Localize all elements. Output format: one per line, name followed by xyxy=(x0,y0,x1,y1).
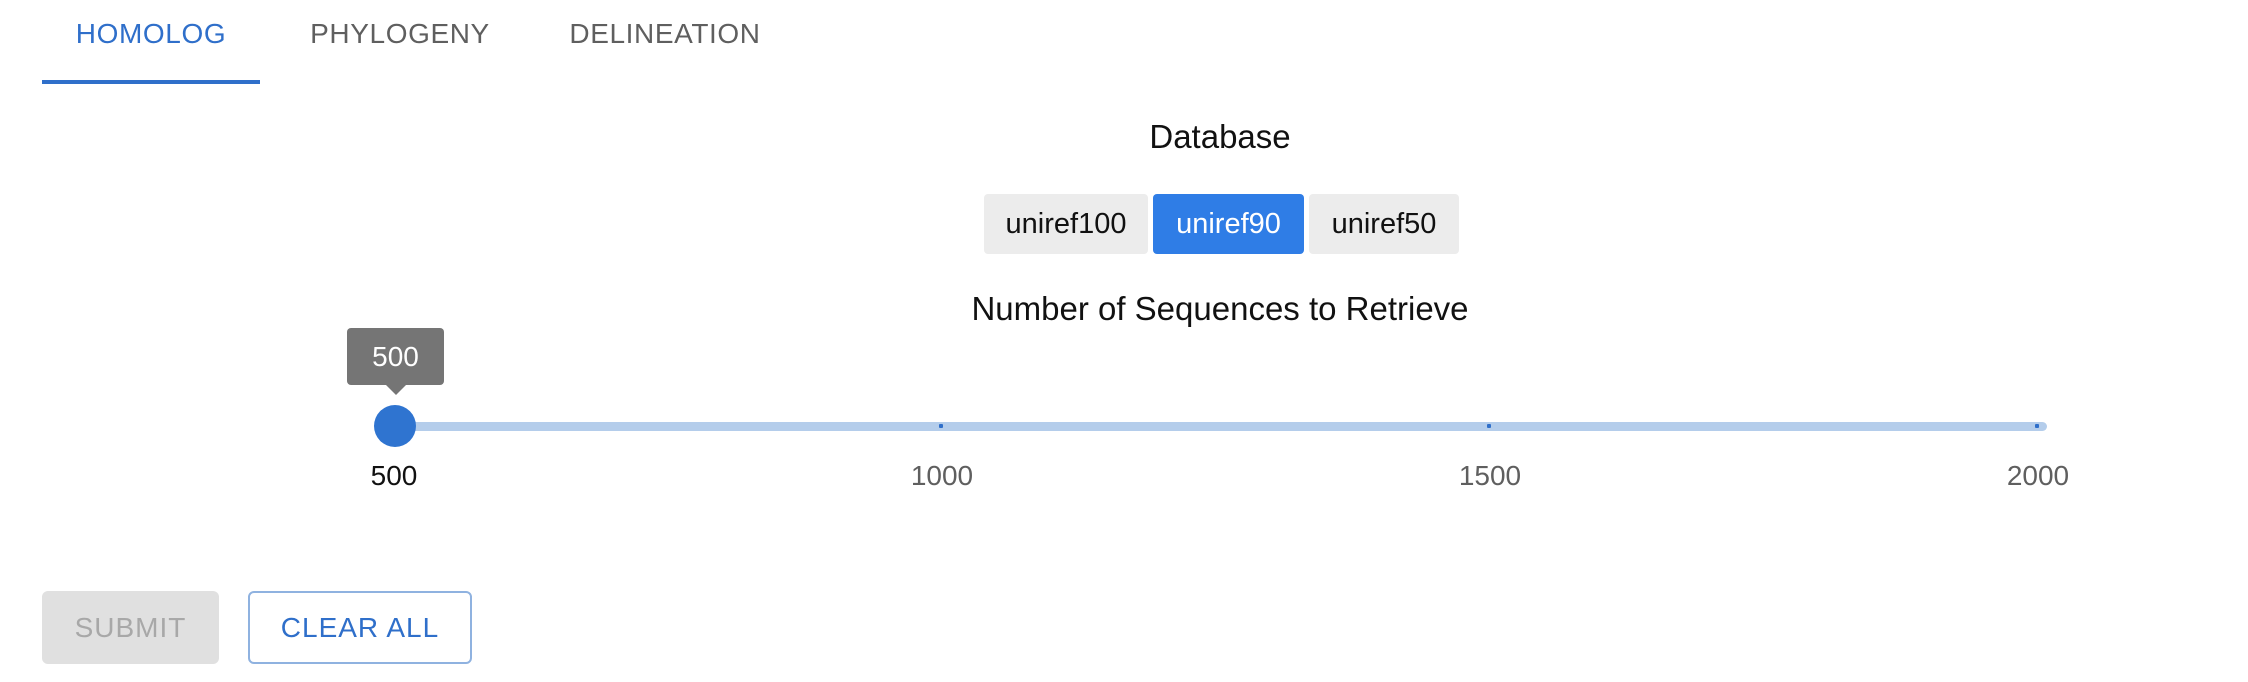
slider-mark-label-500: 500 xyxy=(370,460,418,491)
slider-thumb[interactable] xyxy=(374,405,416,447)
slider-tick-1000 xyxy=(939,424,943,428)
slider-tick-1500 xyxy=(1487,424,1491,428)
sequence-count-label: Number of Sequences to Retrieve xyxy=(971,290,1469,327)
database-option-uniref100[interactable]: uniref100 xyxy=(984,194,1148,254)
tab-homolog[interactable]: HOMOLOG xyxy=(75,18,227,49)
slider-mark-label-1500: 1500 xyxy=(1458,460,1522,491)
tab-bar: HOMOLOG PHYLOGENY DELINEATION xyxy=(42,0,790,84)
database-option-uniref50[interactable]: uniref50 xyxy=(1309,194,1459,254)
database-toggle-group: uniref100 uniref90 uniref50 xyxy=(984,194,1459,254)
database-label: Database xyxy=(1149,118,1291,155)
active-tab-indicator xyxy=(42,80,260,84)
tab-phylogeny[interactable]: PHYLOGENY xyxy=(310,18,490,49)
tab-delineation[interactable]: DELINEATION xyxy=(569,18,761,49)
slider-value-tooltip: 500 xyxy=(347,328,444,385)
slider-mark-label-2000: 2000 xyxy=(2006,460,2070,491)
database-option-uniref90[interactable]: uniref90 xyxy=(1153,194,1304,254)
tooltip-arrow xyxy=(385,384,407,395)
clear-all-button[interactable]: CLEAR ALL xyxy=(248,591,472,664)
slider-tick-2000 xyxy=(2035,424,2039,428)
slider-mark-label-1000: 1000 xyxy=(910,460,974,491)
slider-track[interactable] xyxy=(395,422,2047,431)
submit-button[interactable]: SUBMIT xyxy=(42,591,219,664)
